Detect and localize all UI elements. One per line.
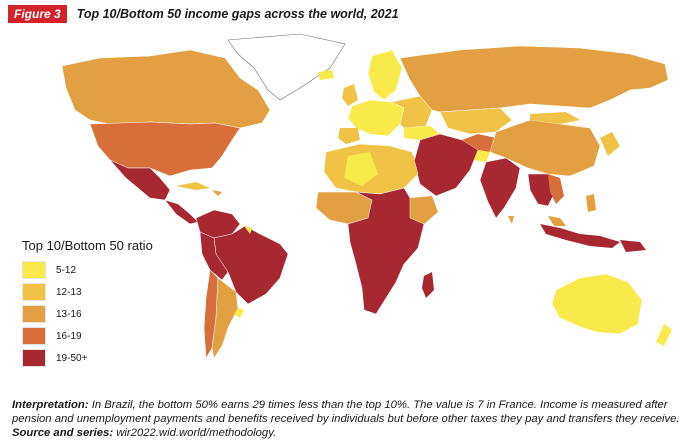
- world-map: [0, 28, 700, 393]
- papua: [620, 240, 646, 252]
- canada: [61, 49, 271, 129]
- legend-label: 12-13: [56, 286, 82, 298]
- legend-label: 19-50+: [56, 352, 88, 364]
- interpretation-note: Interpretation: In Brazil, the bottom 50…: [12, 398, 692, 426]
- source-text: wir2022.wid.world/methodology.: [113, 427, 277, 439]
- figure-header: Figure 3 Top 10/Bottom 50 income gaps ac…: [8, 4, 399, 24]
- caribbean: [212, 190, 222, 196]
- iceland: [318, 70, 334, 80]
- figure-title: Top 10/Bottom 50 income gaps across the …: [76, 7, 399, 21]
- source-label: Source and series:: [12, 427, 114, 439]
- korea-japan: [600, 132, 620, 156]
- legend-item: 5-12: [22, 259, 192, 281]
- legend-item: 13-16: [22, 303, 192, 325]
- india: [479, 157, 521, 219]
- malaysia: [548, 216, 566, 226]
- interpretation-text: In Brazil, the bottom 50% earns 29 times…: [12, 399, 680, 425]
- china: [489, 119, 601, 177]
- interpretation-label: Interpretation:: [12, 399, 89, 411]
- algeria: [344, 152, 378, 186]
- peru-bolivia: [199, 231, 229, 281]
- legend-title: Top 10/Bottom 50 ratio: [22, 238, 153, 253]
- central-africa: [347, 187, 425, 315]
- legend-swatch: [22, 305, 46, 323]
- uruguay: [234, 308, 244, 318]
- legend-label: 5-12: [56, 264, 77, 276]
- legend-item: 16-19: [22, 325, 192, 347]
- afghanistan: [474, 150, 490, 162]
- western-europe: [347, 99, 405, 137]
- uk-ireland: [342, 84, 358, 106]
- legend-item: 12-13: [22, 281, 192, 303]
- legend-swatch: [22, 349, 46, 367]
- legend-item: 19-50+: [22, 347, 192, 369]
- russia: [399, 45, 669, 113]
- kazakhstan: [439, 107, 513, 135]
- sri-lanka: [508, 216, 514, 224]
- legend-swatch: [22, 261, 46, 279]
- legend-label: 16-19: [56, 330, 82, 342]
- figure-footnote: Interpretation: In Brazil, the bottom 50…: [12, 398, 692, 440]
- greenland: [227, 33, 346, 101]
- legend-label: 13-16: [56, 308, 82, 320]
- map-legend: Top 10/Bottom 50 ratio 5-12 12-13 13-16 …: [22, 238, 192, 369]
- iberia: [338, 128, 360, 144]
- central-america: [164, 199, 199, 225]
- mexico: [109, 159, 171, 201]
- united-states: [89, 121, 241, 177]
- guiana: [244, 226, 252, 234]
- central-asia: [462, 134, 496, 152]
- figure-badge: Figure 3: [8, 5, 67, 23]
- scandinavia: [367, 49, 403, 101]
- philippines: [586, 194, 596, 212]
- new-zealand: [656, 324, 672, 346]
- legend-swatch: [22, 327, 46, 345]
- horn-of-africa: [410, 196, 438, 224]
- argentina: [211, 277, 239, 359]
- mongolia: [530, 112, 580, 124]
- madagascar: [422, 272, 434, 298]
- legend-swatch: [22, 283, 46, 301]
- vietnam-laos: [548, 174, 564, 204]
- cuba: [176, 182, 210, 190]
- egypt: [396, 154, 416, 178]
- source-note: Source and series: wir2022.wid.world/met…: [12, 426, 692, 440]
- australia: [551, 273, 643, 335]
- indonesia: [540, 224, 620, 248]
